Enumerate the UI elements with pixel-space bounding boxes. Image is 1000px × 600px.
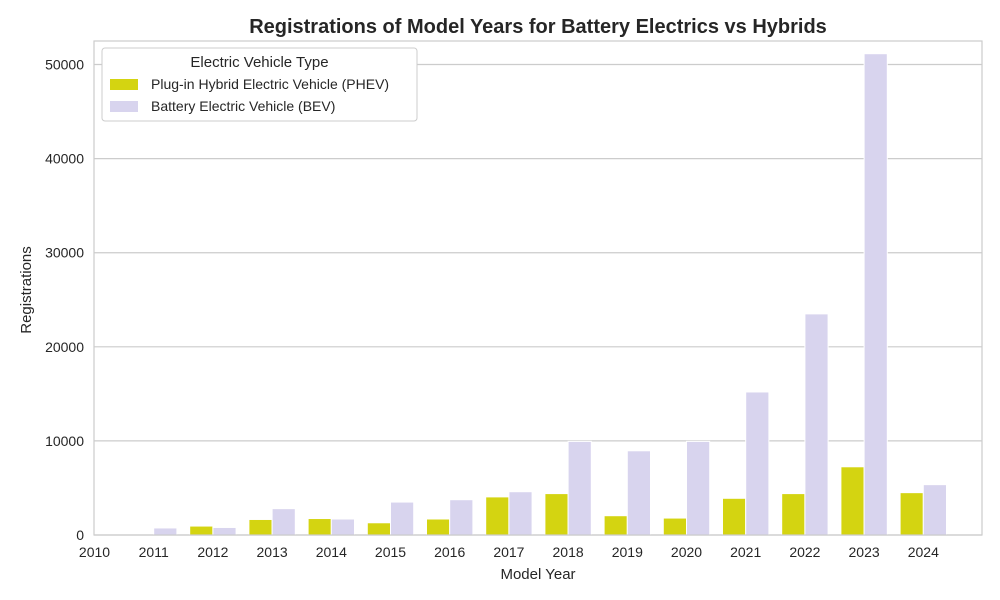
bar-phev — [662, 517, 687, 536]
y-tick-label: 0 — [76, 527, 84, 543]
bars — [153, 53, 947, 536]
bar-bev — [686, 440, 711, 536]
x-tick-label: 2010 — [79, 544, 110, 560]
x-tick-label: 2013 — [257, 544, 288, 560]
bar-phev — [248, 518, 273, 536]
bar-bev — [449, 499, 474, 536]
x-tick-labels: 2010 2011 2012 2013 2014 2015 2016 2017 2018 2019… — [79, 544, 939, 560]
x-tick-label: 2024 — [908, 544, 939, 560]
bar-phev — [840, 466, 865, 536]
x-tick-label: 2014 — [316, 544, 347, 560]
bar-phev — [189, 525, 214, 536]
legend-frame — [101, 47, 418, 122]
bar-bev — [922, 484, 947, 536]
bar-bev — [745, 391, 770, 536]
plot-frame — [93, 40, 983, 536]
bar-bev — [390, 501, 415, 536]
x-tick-label: 2015 — [375, 544, 406, 560]
y-tick-label: 40000 — [45, 151, 84, 167]
legend-label-phev: Plug-in Hybrid Electric Vehicle (PHEV) — [151, 76, 389, 92]
bar-bev — [567, 440, 592, 536]
legend-swatch-bev — [110, 101, 138, 112]
x-tick-label: 2022 — [789, 544, 820, 560]
bar-bev — [212, 526, 237, 536]
y-tick-label: 50000 — [45, 57, 84, 73]
y-tick-label: 10000 — [45, 433, 84, 449]
x-tick-label: 2016 — [434, 544, 465, 560]
bar-phev — [307, 518, 332, 536]
x-tick-label: 2019 — [612, 544, 643, 560]
bar-bev — [804, 313, 829, 536]
bar-phev — [603, 515, 628, 536]
bar-phev — [722, 497, 747, 536]
bar-bev — [626, 450, 651, 536]
x-tick-label: 2017 — [493, 544, 524, 560]
y-tick-label: 20000 — [45, 339, 84, 355]
x-tick-label: 2012 — [197, 544, 228, 560]
chart-title: Registrations of Model Years for Battery… — [249, 16, 827, 38]
legend: Electric Vehicle Type Plug-in Hybrid Ele… — [101, 47, 418, 122]
bar-bev — [330, 518, 355, 536]
bar-bev — [271, 508, 296, 536]
bar-bev — [153, 527, 178, 536]
bar-phev — [366, 522, 391, 536]
bar-phev — [485, 496, 510, 536]
bar-bev — [508, 491, 533, 536]
y-tick-labels: 0 10000 20000 30000 40000 50000 — [45, 57, 84, 543]
bar-phev — [544, 493, 569, 536]
x-tick-label: 2018 — [553, 544, 584, 560]
bar-bev — [863, 53, 888, 536]
plot-background — [94, 41, 982, 535]
legend-swatch-phev — [110, 79, 138, 90]
bar-phev — [899, 492, 924, 536]
x-axis-label: Model Year — [500, 566, 575, 583]
legend-label-bev: Battery Electric Vehicle (BEV) — [151, 98, 335, 114]
bar-phev — [426, 518, 451, 536]
x-tick-label: 2020 — [671, 544, 702, 560]
bar-phev — [781, 493, 806, 536]
y-tick-label: 30000 — [45, 245, 84, 261]
y-axis-label: Registrations — [18, 246, 35, 334]
x-tick-label: 2023 — [849, 544, 880, 560]
x-tick-label: 2021 — [730, 544, 761, 560]
x-tick-label: 2011 — [139, 544, 169, 560]
legend-title: Electric Vehicle Type — [190, 54, 328, 71]
